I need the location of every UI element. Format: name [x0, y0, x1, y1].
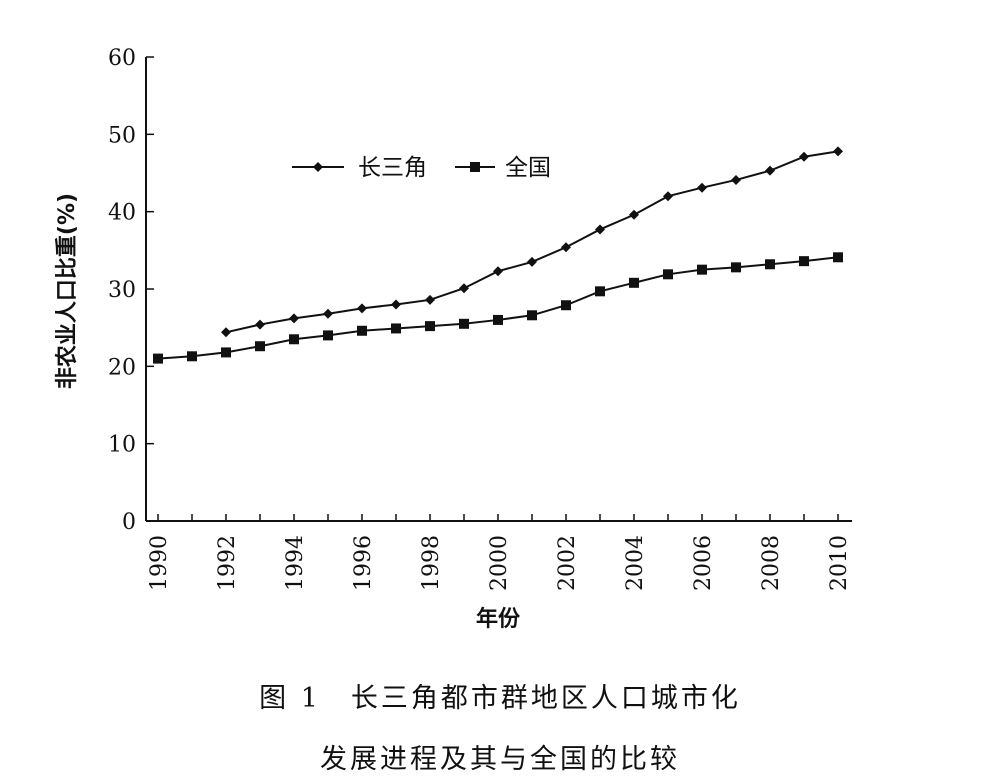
- y-tick-label: 50: [108, 123, 136, 148]
- data-point: [561, 300, 571, 311]
- data-point: [697, 182, 707, 193]
- data-point: [731, 262, 741, 273]
- data-point: [561, 242, 571, 253]
- figure-caption-line-2: 发展进程及其与全国的比较: [320, 744, 680, 775]
- legend-item-1: 长三角: [292, 155, 427, 181]
- data-point: [697, 264, 707, 275]
- legend-label: 长三角: [358, 155, 427, 181]
- x-tick-label: 2006: [691, 535, 716, 591]
- x-tick-label: 2008: [759, 535, 784, 591]
- y-tick-label: 60: [108, 46, 136, 71]
- data-point: [595, 286, 605, 297]
- x-tick-label: 1998: [419, 535, 444, 591]
- data-point: [187, 351, 197, 362]
- x-axis-title: 年份: [476, 606, 521, 632]
- x-tick-label: 2000: [487, 535, 512, 591]
- data-point: [221, 347, 231, 358]
- y-tick-label: 0: [122, 510, 136, 535]
- x-tick-label: 1996: [351, 535, 376, 591]
- y-tick-label: 10: [108, 433, 136, 458]
- y-tick-label: 30: [108, 278, 136, 303]
- y-tick-label: 40: [108, 201, 136, 226]
- x-tick-label: 2010: [827, 535, 852, 591]
- data-point: [391, 323, 401, 334]
- y-axis-ticks: 0 10 20 30 40 50 60: [108, 46, 154, 535]
- chart-axes: [145, 57, 852, 522]
- series-layer: [153, 146, 843, 364]
- legend-marker: [470, 162, 480, 172]
- data-point: [527, 256, 537, 267]
- data-point: [391, 299, 401, 310]
- figure-caption-line-1: 图 1 长三角都市群地区人口城市化: [259, 683, 741, 714]
- data-point: [493, 266, 503, 277]
- y-axis-title: 非农业人口比重(%): [54, 193, 80, 389]
- data-point: [459, 283, 469, 294]
- data-point: [833, 252, 843, 263]
- x-tick-label: 1992: [215, 535, 240, 591]
- data-point: [629, 277, 639, 288]
- legend-item-2: 全国: [455, 155, 551, 181]
- data-point: [255, 319, 265, 330]
- legend-marker: [313, 162, 323, 172]
- data-point: [425, 321, 435, 332]
- series-1: [221, 146, 843, 338]
- y-tick-label: 20: [108, 355, 136, 380]
- data-point: [765, 259, 775, 270]
- data-point: [425, 294, 435, 305]
- data-point: [255, 341, 265, 352]
- data-point: [221, 327, 231, 338]
- data-point: [323, 330, 333, 341]
- data-point: [493, 314, 503, 325]
- x-axis-ticks: 1990 1992 1994 1996 1998 2000 2002 2004 2006 2008…: [147, 514, 852, 591]
- data-point: [527, 310, 537, 321]
- data-point: [153, 353, 163, 364]
- legend-label: 全国: [505, 155, 551, 181]
- legend: 长三角 全国: [292, 155, 551, 181]
- data-point: [357, 303, 367, 314]
- x-tick-label: 1994: [283, 535, 308, 591]
- data-point: [663, 269, 673, 280]
- data-point: [289, 334, 299, 345]
- data-point: [765, 165, 775, 176]
- x-tick-label: 2002: [555, 535, 580, 591]
- data-point: [799, 256, 809, 267]
- data-point: [357, 325, 367, 336]
- x-tick-label: 2004: [623, 535, 648, 591]
- data-point: [595, 224, 605, 235]
- data-point: [323, 308, 333, 319]
- data-point: [731, 174, 741, 185]
- data-point: [799, 151, 809, 162]
- data-point: [459, 318, 469, 329]
- x-tick-label: 1990: [147, 535, 172, 591]
- line-chart: 0 10 20 30 40 50 60 1990 1992 1994 1996 1998 2000 20…: [54, 46, 852, 632]
- data-point: [833, 146, 843, 157]
- data-point: [289, 313, 299, 324]
- data-point: [629, 209, 639, 220]
- data-point: [663, 191, 673, 202]
- series-2: [153, 252, 843, 364]
